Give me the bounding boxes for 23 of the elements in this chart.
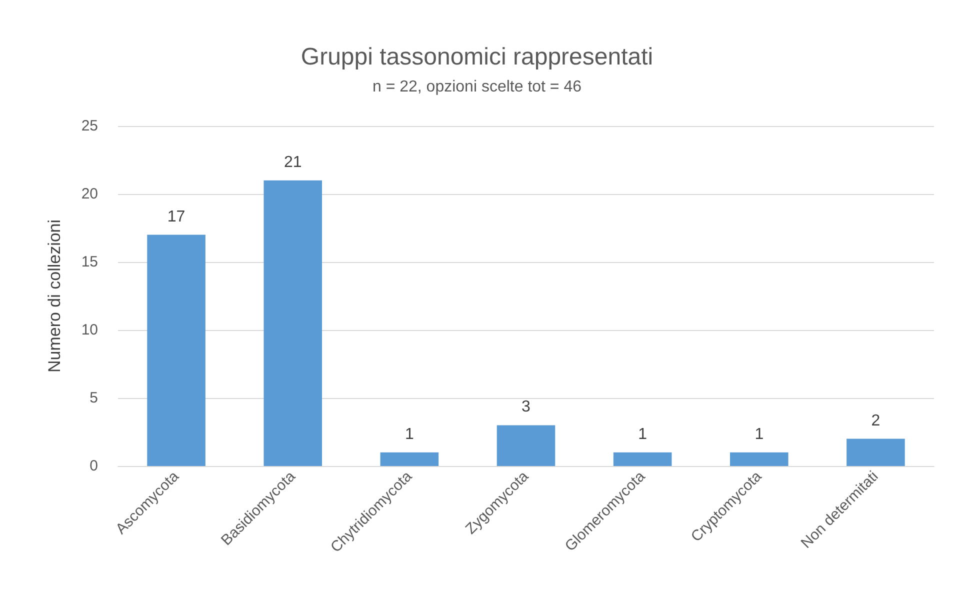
y-tick-label: 5 — [90, 390, 98, 406]
y-axis-title: Numero di collezioni — [45, 219, 64, 373]
data-label: 17 — [167, 208, 186, 226]
data-label: 21 — [284, 154, 302, 171]
y-tick-label: 25 — [81, 118, 98, 134]
y-tick-label: 15 — [81, 254, 98, 270]
data-label: 2 — [871, 412, 880, 430]
chart-subtitle: n = 22, opzioni scelte tot = 46 — [372, 78, 582, 96]
y-tick-label: 0 — [90, 458, 98, 474]
data-label: 1 — [638, 426, 648, 443]
bar — [147, 234, 206, 466]
data-label: 1 — [754, 426, 764, 443]
chart-title: Gruppi tassonomici rappresentati — [300, 44, 654, 70]
data-label: 3 — [522, 398, 531, 416]
data-label: 1 — [404, 426, 414, 443]
bar — [264, 180, 322, 466]
bar — [846, 438, 905, 466]
y-tick-label: 20 — [81, 186, 98, 202]
bar — [730, 452, 788, 466]
bar — [496, 425, 556, 466]
bar — [380, 452, 439, 466]
y-tick-label: 10 — [81, 322, 98, 338]
bar — [613, 452, 672, 466]
